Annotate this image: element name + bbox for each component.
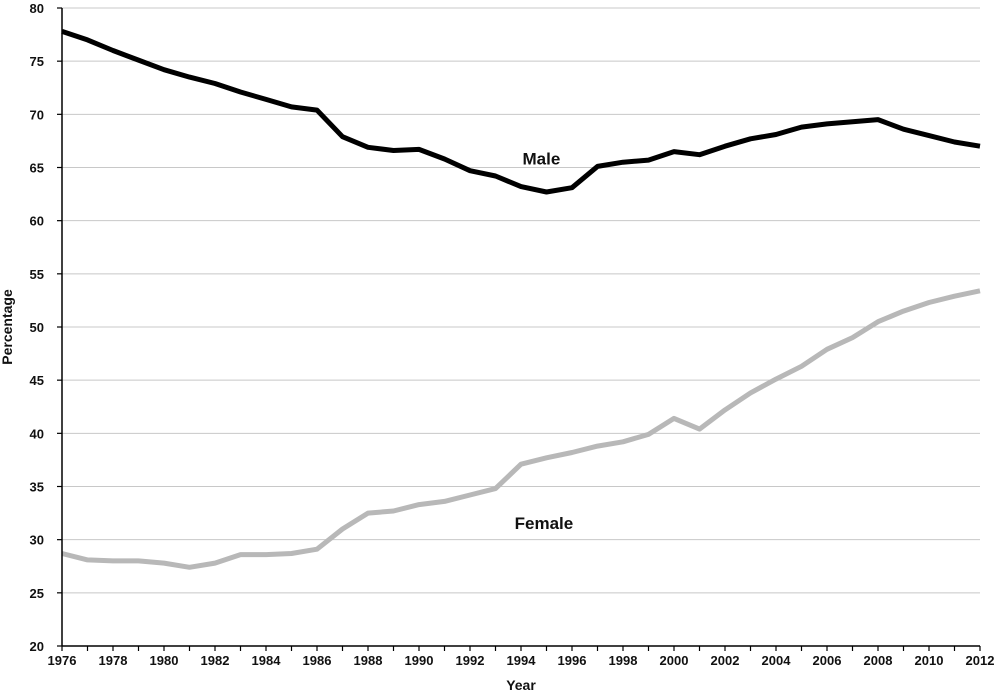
x-tick-label: 1982 [201,653,230,668]
x-tick-label: 2006 [813,653,842,668]
y-tick-label: 45 [30,373,44,388]
y-tick-label: 75 [30,54,44,69]
gridlines [62,7,980,594]
x-tick-label: 1976 [48,653,77,668]
y-tick-label: 35 [30,480,44,495]
x-tick-label: 2004 [762,653,792,668]
y-tick-label: 65 [30,161,44,176]
series-lines [61,29,981,570]
x-tick-label: 2008 [864,653,893,668]
y-tick-label: 50 [30,320,44,335]
x-tick-label: 2002 [711,653,740,668]
x-tick-label: 1986 [303,653,332,668]
y-tick-label: 25 [30,586,44,601]
series-label-male: Male [523,149,561,168]
y-tick-label: 80 [30,1,44,16]
tick-labels: 20 25 30 35 40 45 50 55 60 65 70 75 80 1976 1978 1980 19… [30,1,995,668]
x-tick-label: 1988 [354,653,383,668]
series-line-male [61,29,981,195]
y-tick-label: 30 [30,533,44,548]
x-tick-label: 2000 [660,653,689,668]
series-line-female [61,288,981,570]
x-tick-label: 1984 [252,653,282,668]
x-tick-label: 2012 [966,653,995,668]
y-tick-label: 20 [30,639,44,654]
x-tick-label: 1996 [558,653,587,668]
x-tick-label: 1990 [405,653,434,668]
series-label-female: Female [515,514,574,533]
y-tick-label: 40 [30,426,44,441]
y-axis-title: Percentage [0,289,15,365]
x-tick-label: 2010 [915,653,944,668]
y-tick-label: 60 [30,214,44,229]
x-tick-label: 1994 [507,653,537,668]
x-tick-label: 1998 [609,653,638,668]
y-tick-label: 55 [30,267,44,282]
x-axis-title: Year [506,677,536,693]
x-tick-label: 1978 [99,653,128,668]
x-tick-label: 1992 [456,653,485,668]
x-tick-label: 1980 [150,653,179,668]
y-tick-label: 70 [30,107,44,122]
